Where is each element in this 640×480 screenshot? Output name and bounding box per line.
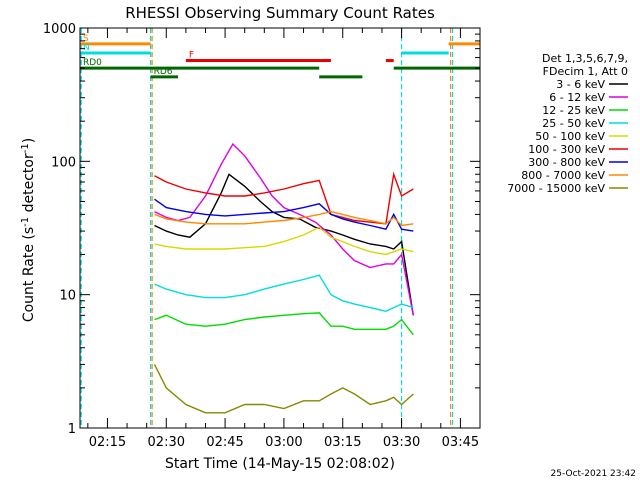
plot-content: SN F RD0 RD6 — [80, 28, 480, 428]
y-axis-label-part: detector — [21, 153, 37, 217]
legend-entry-label: 300 - 800 keV — [528, 156, 605, 169]
axes: 1 10 100 1000 02:15 02:30 02:45 03:00 03:15 03:30… — [43, 22, 481, 450]
y-axis-label-part: ) — [21, 138, 37, 143]
y-tick-label: 1000 — [43, 22, 76, 37]
legend-header: FDecim 1, Att 0 — [543, 65, 628, 78]
x-tick-label: 02:15 — [89, 435, 126, 450]
legend-entry-label: 3 - 6 keV — [556, 78, 605, 91]
y-tick-label: 10 — [59, 289, 76, 304]
series-line — [154, 226, 414, 256]
plot-frame — [79, 27, 481, 429]
series-line — [154, 210, 414, 227]
y-axis-label-part: Count Rate (s — [21, 227, 37, 322]
x-tick-label: 03:15 — [324, 435, 361, 450]
legend-entry-label: 12 - 25 keV — [542, 104, 605, 117]
series-line — [154, 274, 414, 313]
legend-entry-label: 100 - 300 keV — [528, 143, 605, 156]
series-line — [153, 364, 414, 414]
flag-bar-label: RD0 — [83, 58, 102, 68]
legend-entry-label: 7000 - 15000 keV — [507, 182, 605, 195]
y-tick-label: 100 — [51, 155, 76, 170]
flag-bar-label: S — [83, 34, 89, 44]
legend-entry-label: 800 - 7000 keV — [521, 169, 605, 182]
x-tick-label: 02:45 — [206, 435, 243, 450]
x-tick-label: 03:45 — [442, 435, 479, 450]
y-tick-label: 1 — [68, 422, 76, 437]
chart-title: RHESSI Observing Summary Count Rates — [125, 4, 435, 22]
flag-bar-label: RD6 — [154, 67, 173, 77]
y-axis-label-part: -1 — [20, 143, 31, 153]
x-tick-label: 02:30 — [148, 435, 185, 450]
footer-timestamp: 25-Oct-2021 23:42 — [551, 469, 636, 479]
x-tick-label: 03:00 — [265, 435, 302, 450]
legend-entry-label: 6 - 12 keV — [549, 91, 605, 104]
legend-entry-label: 50 - 100 keV — [535, 130, 605, 143]
y-axis-label: Count Rate (s-1 detector-1) — [20, 138, 38, 322]
legend-entry-label: 25 - 50 keV — [542, 117, 605, 130]
legend-header: Det 1,3,5,6,7,9, — [542, 52, 628, 65]
series-line — [154, 173, 414, 316]
series-line — [154, 198, 414, 232]
series-line — [154, 312, 414, 336]
series-line — [154, 171, 414, 225]
y-axis-label-part: -1 — [20, 217, 31, 227]
flag-bar-label: F — [189, 51, 194, 61]
x-tick-label: 03:30 — [383, 435, 420, 450]
series-line — [154, 142, 414, 316]
legend: Det 1,3,5,6,7,9,FDecim 1, Att 03 - 6 keV… — [507, 52, 628, 195]
flag-bar-label: N — [83, 43, 90, 53]
x-axis-label: Start Time (14-May-15 02:08:02) — [165, 456, 395, 472]
